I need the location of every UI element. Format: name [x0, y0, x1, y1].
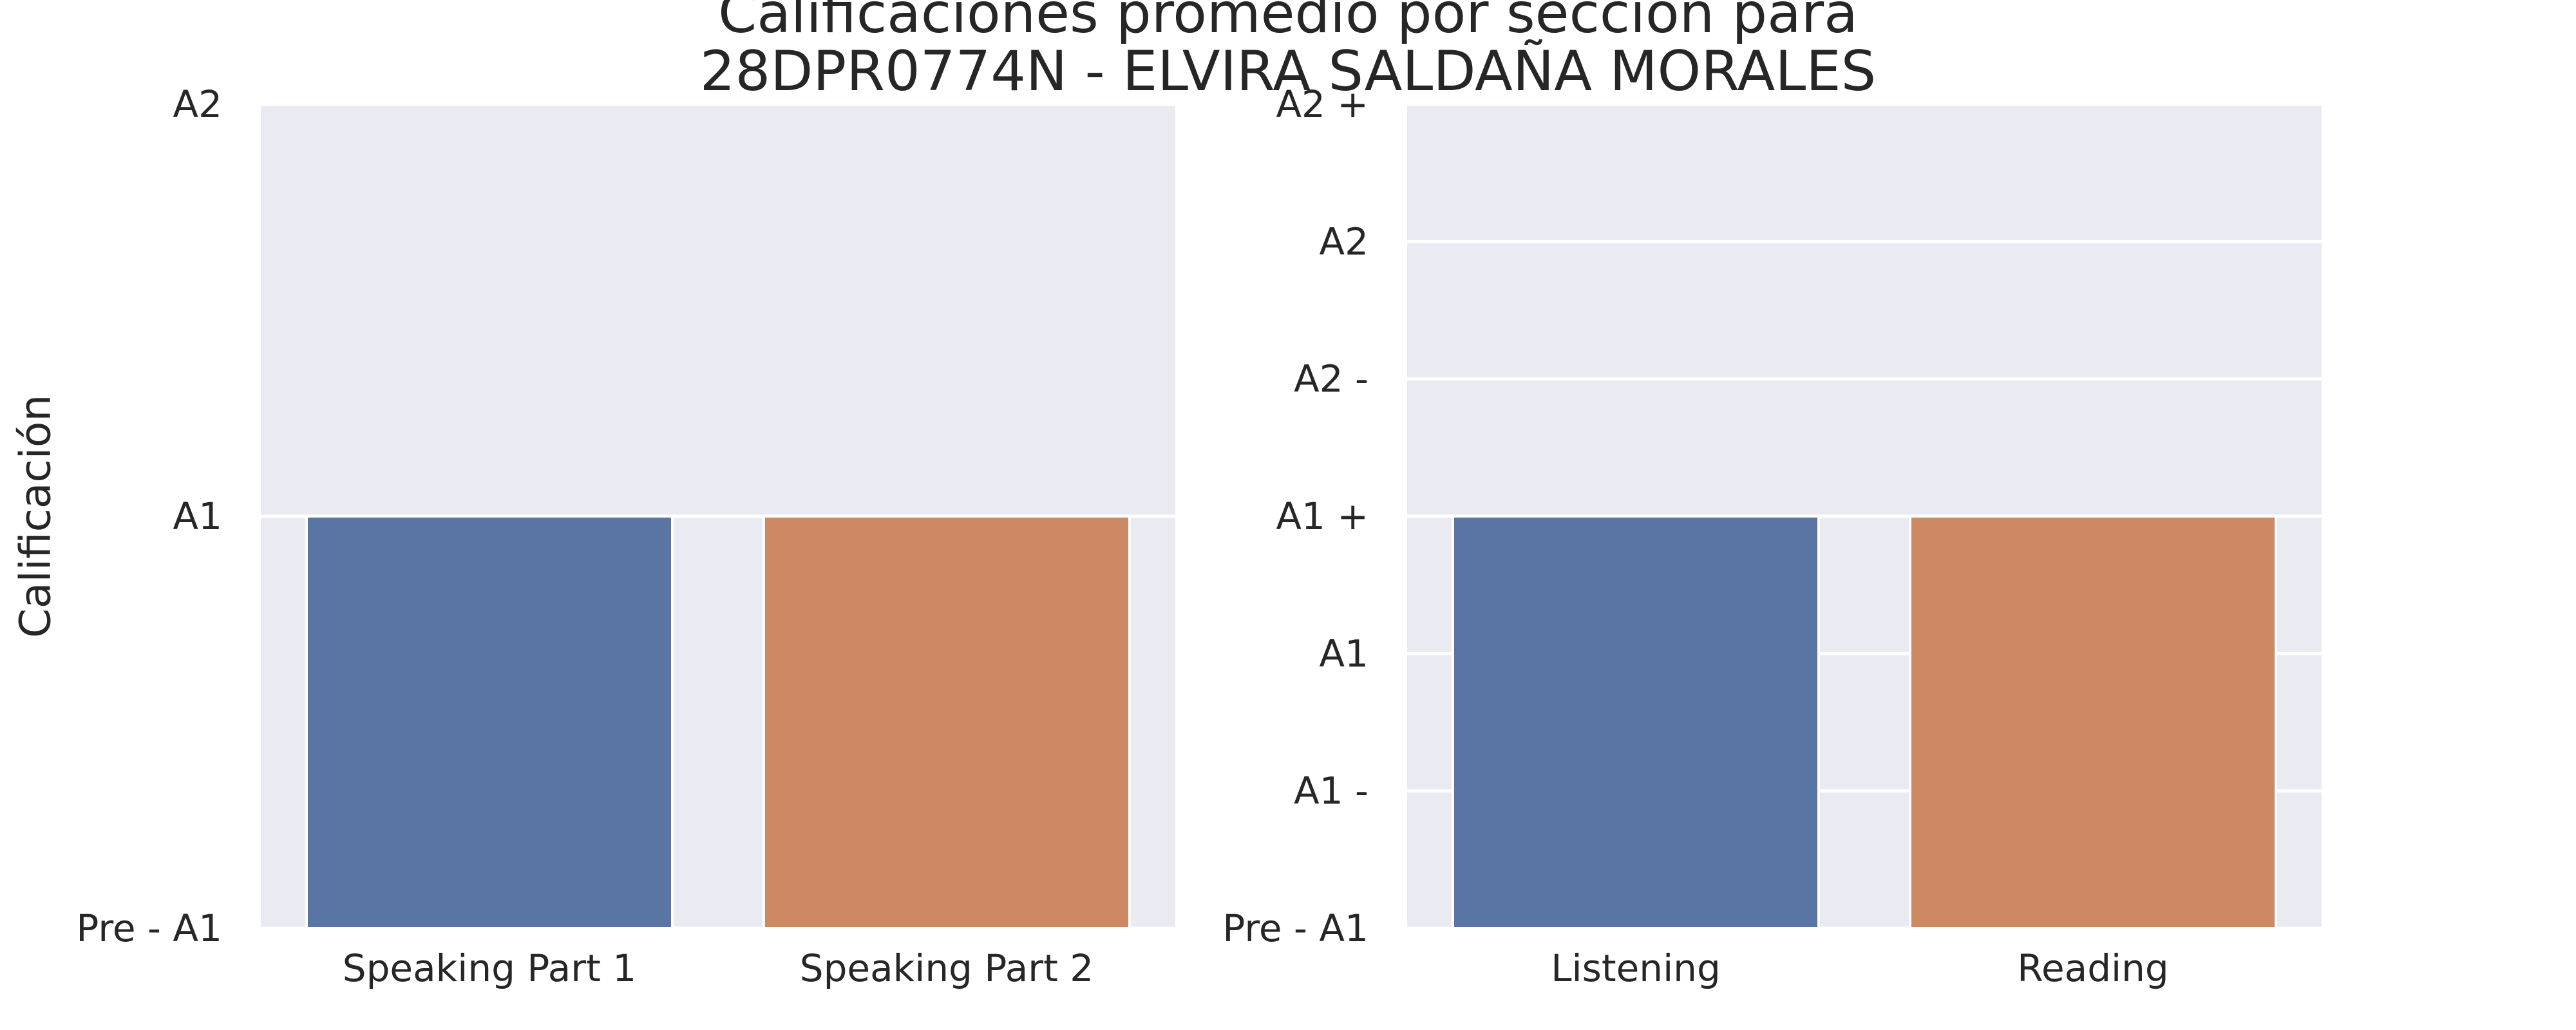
x-tick-label: Reading — [2017, 946, 2168, 990]
y-axis-label: Calificación — [11, 395, 61, 638]
bar-speaking-part-1 — [305, 515, 674, 930]
y-tick-label: A2 — [173, 82, 222, 126]
chart-panel-1: Pre - A1 A1 A2 Speaking Part 1 Speaking Part… — [11, 82, 1175, 990]
bar-listening — [1452, 515, 1820, 930]
y-tick-label: A2 + — [1276, 82, 1368, 126]
chart-title-line-1: Calificaciones promedio por sección para — [718, 0, 1858, 46]
y-tick-label: Pre - A1 — [76, 906, 222, 950]
x-tick-label: Listening — [1551, 946, 1721, 990]
chart-title-line-2: 28DPR0774N - ELVIRA SALDAÑA MORALES — [699, 39, 1877, 104]
y-tick-label: A1 — [173, 494, 222, 538]
y-tick-label: A1 - — [1294, 769, 1368, 813]
y-tick-label: A2 — [1319, 220, 1368, 263]
chart-panel-2: Pre - A1 A1 - A1 A1 + A2 - A2 A2 + Listening Rea… — [1222, 82, 2322, 990]
x-tick-label: Speaking Part 1 — [343, 946, 636, 990]
y-tick-label: A2 - — [1294, 357, 1368, 401]
y-tick-label: Pre - A1 — [1222, 906, 1368, 950]
y-tick-label: A1 + — [1276, 494, 1368, 538]
bar-reading — [1909, 515, 2277, 930]
bar-speaking-part-2 — [762, 515, 1131, 930]
y-tick-label: A1 — [1319, 632, 1368, 675]
x-tick-label: Speaking Part 2 — [800, 946, 1094, 990]
